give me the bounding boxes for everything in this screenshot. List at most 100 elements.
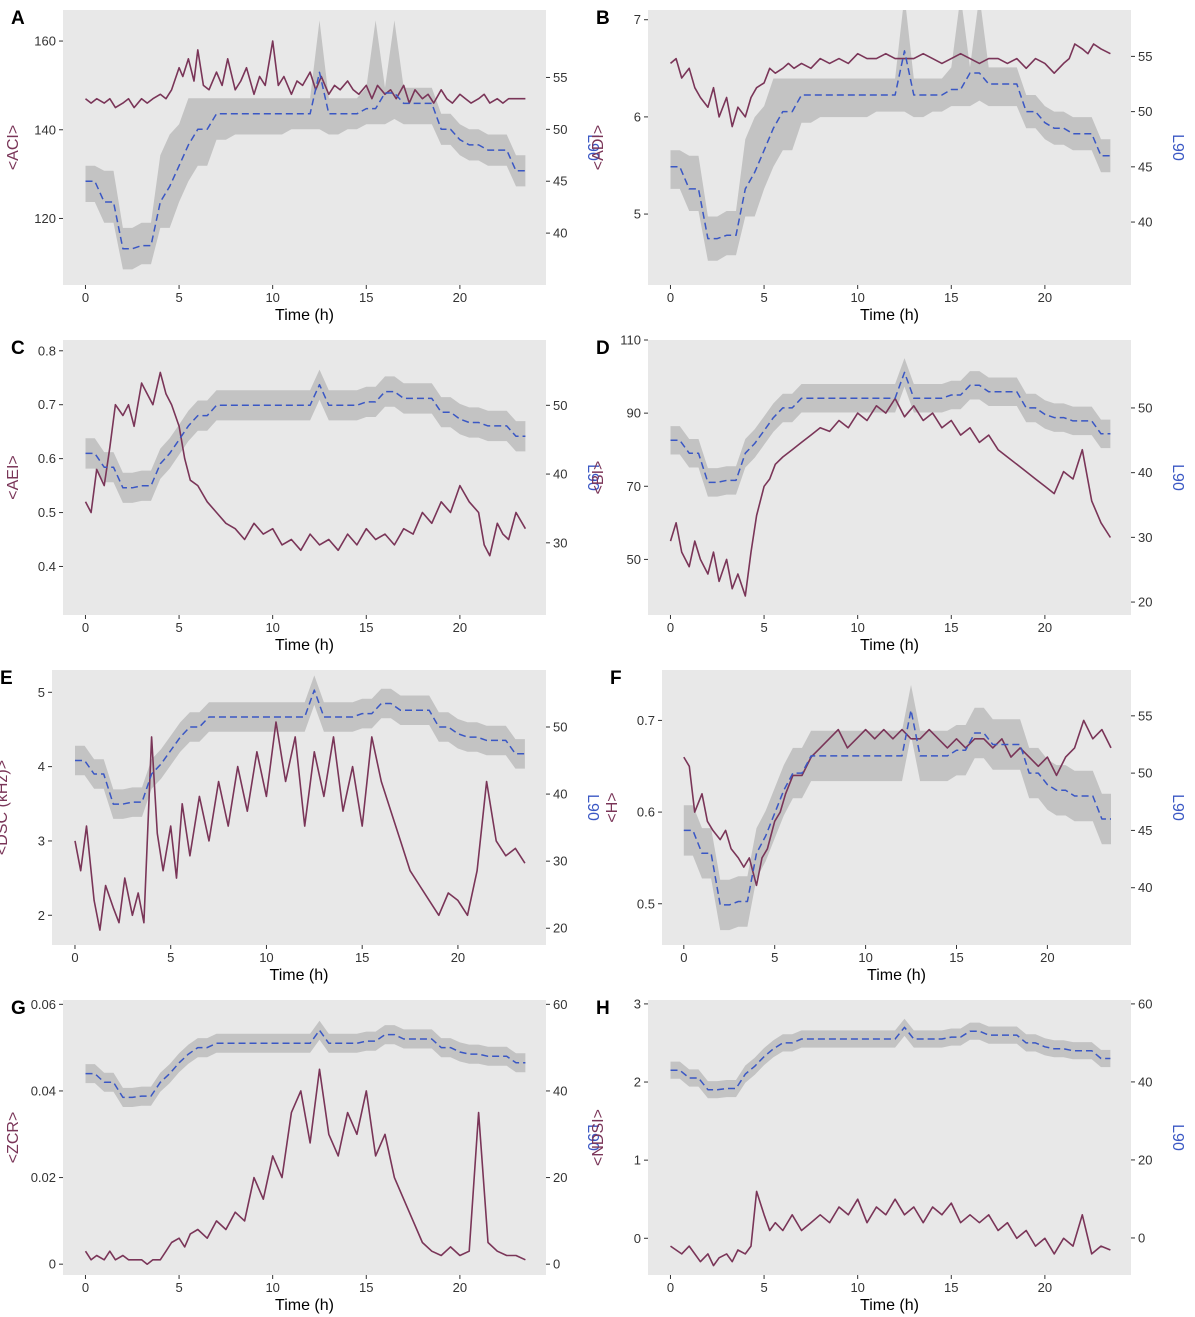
panel-letter: E <box>0 668 13 689</box>
y-right-tick-label: 40 <box>1138 215 1152 230</box>
y-right-tick-label: 30 <box>1138 530 1152 545</box>
y-left-tick-label: 160 <box>34 34 56 49</box>
panel-letter: F <box>610 668 622 689</box>
y-left-tick-label: 7 <box>634 12 641 27</box>
x-tick-label: 15 <box>944 290 958 305</box>
x-tick-label: 0 <box>667 1280 674 1295</box>
x-tick-label: 10 <box>265 290 279 305</box>
x-tick-label: 5 <box>760 290 767 305</box>
y-right-tick-label: 55 <box>1138 49 1152 64</box>
x-axis-title: Time (h) <box>275 1297 334 1314</box>
x-tick-label: 0 <box>82 290 89 305</box>
x-axis-title: Time (h) <box>275 307 334 324</box>
y-right-tick-label: 50 <box>1138 400 1152 415</box>
y-left-tick-label: 120 <box>34 211 56 226</box>
l90-confidence-band <box>85 1020 526 1107</box>
x-tick-label: 0 <box>667 290 674 305</box>
x-tick-label: 10 <box>259 950 273 965</box>
index-series-line <box>683 719 1112 887</box>
x-axis-title: Time (h) <box>867 967 926 984</box>
y-left-axis-title: <ADI> <box>590 125 607 170</box>
y-left-tick-label: 0.06 <box>31 997 56 1012</box>
panel-b: B 0 5 10 15 20 Time (h) 5 6 7 40 45 50 55 <ADI> L90 <box>590 8 1186 324</box>
x-axis-title: Time (h) <box>860 307 919 324</box>
panel-a: A 0 5 10 15 20 Time (h) 120 140 160 40 45 50 55 <ACI> L… <box>5 8 601 324</box>
y-left-tick-label: 110 <box>620 333 641 348</box>
y-left-tick-label: 5 <box>634 207 641 222</box>
x-tick-label: 20 <box>1038 290 1052 305</box>
series-group <box>84 369 527 557</box>
x-axis-title: Time (h) <box>275 637 334 654</box>
y-right-tick-label: 55 <box>553 70 567 85</box>
y-left-tick-label: 2 <box>634 1075 641 1090</box>
series-group <box>683 684 1112 931</box>
y-left-axis-title: <AEI> <box>5 455 22 499</box>
x-tick-label: 10 <box>850 1280 864 1295</box>
y-left-tick-label: 0.7 <box>637 713 655 728</box>
y-right-axis-title: L90 <box>584 794 601 821</box>
index-series-line <box>84 1068 526 1265</box>
x-tick-label: 15 <box>944 620 958 635</box>
x-tick-label: 0 <box>680 950 687 965</box>
series-group <box>669 10 1111 261</box>
y-right-tick-label: 40 <box>553 787 567 802</box>
x-tick-label: 10 <box>858 950 872 965</box>
panel-letter: B <box>596 8 610 29</box>
series-group <box>670 1018 1111 1267</box>
y-right-tick-label: 20 <box>553 1170 567 1185</box>
y-left-tick-label: 2 <box>38 908 45 923</box>
y-right-tick-label: 45 <box>1138 159 1152 174</box>
y-right-tick-label: 55 <box>1138 708 1152 723</box>
index-series-line <box>669 43 1111 128</box>
y-right-axis-title: L90 <box>1169 464 1186 491</box>
y-right-tick-label: 40 <box>1138 465 1152 480</box>
y-right-tick-label: 40 <box>553 467 567 482</box>
panel-h: H 0 5 10 15 20 Time (h) 0 1 2 3 0 20 40 60 <NDSI> L90 <box>590 996 1186 1314</box>
y-left-tick-label: 0 <box>634 1231 641 1246</box>
y-right-axis-title: L90 <box>584 464 601 491</box>
x-tick-label: 15 <box>949 950 963 965</box>
x-tick-label: 20 <box>453 620 467 635</box>
panel-f: F 0 5 10 15 20 Time (h) 0.5 0.6 0.7 40 45 50 55 <H> L90 <box>604 668 1186 984</box>
y-right-tick-label: 20 <box>553 921 567 936</box>
index-series-line <box>669 397 1112 597</box>
panel-e: E 0 5 10 15 20 Time (h) 2 3 4 5 20 30 40 50 <DSC (kHz)>… <box>0 668 601 984</box>
y-left-axis-title: <BI> <box>590 461 607 495</box>
x-axis-title: Time (h) <box>270 967 329 984</box>
l90-confidence-band <box>85 20 526 270</box>
y-right-tick-label: 60 <box>1138 996 1152 1011</box>
y-right-tick-label: 0 <box>553 1257 560 1272</box>
x-tick-label: 15 <box>359 290 373 305</box>
y-left-tick-label: 0.8 <box>38 343 56 358</box>
index-series-line <box>74 721 526 931</box>
panel-letter: G <box>11 998 26 1019</box>
panel-letter: C <box>11 338 25 359</box>
y-left-tick-label: 0.6 <box>38 451 56 466</box>
y-right-tick-label: 40 <box>553 226 567 241</box>
x-tick-label: 0 <box>82 620 89 635</box>
y-right-tick-label: 50 <box>553 720 567 735</box>
y-right-tick-label: 20 <box>1138 595 1152 610</box>
y-left-tick-label: 0.02 <box>31 1170 56 1185</box>
y-left-tick-label: 140 <box>34 122 56 137</box>
panel-letter: A <box>11 8 25 29</box>
l90-series-line <box>75 689 525 805</box>
index-series-line <box>670 1190 1111 1267</box>
panel-d: D 0 5 10 15 20 Time (h) 50 70 90 110 20 30 40 50 <BI> L9… <box>590 333 1186 655</box>
y-left-tick-label: 50 <box>627 552 641 567</box>
y-left-axis-title: <DSC (kHz)> <box>0 760 11 855</box>
y-left-tick-label: 0 <box>49 1257 56 1272</box>
y-right-axis-title: L90 <box>584 134 601 161</box>
y-left-tick-label: 0.7 <box>38 397 56 412</box>
panel-c: C 0 5 10 15 20 Time (h) 0.4 0.5 0.6 0.7 0.8 30 40 50 <A… <box>5 338 601 654</box>
x-tick-label: 5 <box>175 290 182 305</box>
y-right-tick-label: 50 <box>1138 766 1152 781</box>
l90-confidence-band <box>683 684 1111 931</box>
y-right-tick-label: 0 <box>1138 1230 1145 1245</box>
y-left-axis-title: <ZCR> <box>5 1112 22 1164</box>
x-tick-label: 20 <box>453 290 467 305</box>
y-left-axis-title: <NDSI> <box>590 1109 607 1166</box>
y-left-tick-label: 3 <box>634 996 641 1011</box>
x-tick-label: 20 <box>1038 620 1052 635</box>
